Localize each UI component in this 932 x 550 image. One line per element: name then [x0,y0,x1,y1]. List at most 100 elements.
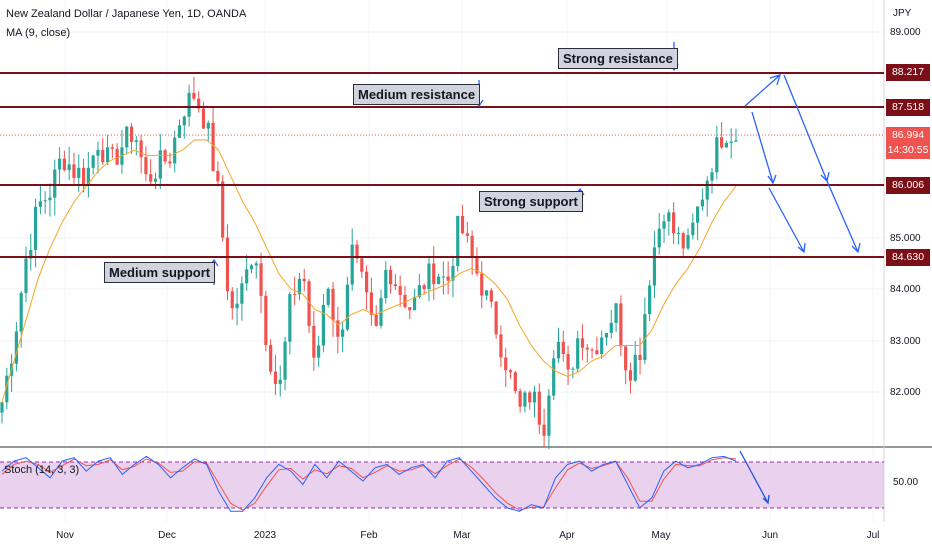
candle-body[interactable] [19,293,23,332]
candle-body[interactable] [259,263,263,296]
candle-body[interactable] [696,206,700,223]
candle-body[interactable] [484,290,489,296]
candle-body[interactable] [475,257,479,274]
candle-body[interactable] [5,375,9,403]
strong-resistance-label[interactable]: Strong resistance [558,48,678,69]
candle-body[interactable] [552,358,556,396]
candle-body[interactable] [369,292,373,315]
candle-body[interactable] [465,233,469,236]
candle-body[interactable] [542,424,546,436]
candle-body[interactable] [269,344,273,372]
candle-body[interactable] [456,215,460,267]
candle-body[interactable] [0,402,4,413]
candle-body[interactable] [278,379,282,384]
candle-body[interactable] [412,296,417,311]
candle-body[interactable] [297,278,302,295]
candle-body[interactable] [91,155,95,168]
candle-body[interactable] [57,158,62,170]
candle-body[interactable] [489,290,493,302]
candle-body[interactable] [216,170,220,182]
candle-body[interactable] [101,150,105,163]
candle-body[interactable] [427,263,431,290]
candle-body[interactable] [470,235,474,258]
candle-body[interactable] [192,92,196,99]
candle-body[interactable] [168,161,172,164]
candle-body[interactable] [436,276,441,285]
candle-body[interactable] [518,391,522,407]
stoch-legend[interactable]: Stoch (14, 3, 3) [4,464,80,476]
candle-body[interactable] [81,167,86,185]
candle-body[interactable] [528,392,532,403]
candle-body[interactable] [374,314,378,326]
candle-body[interactable] [206,122,210,129]
candle-body[interactable] [595,350,599,354]
candle-body[interactable] [547,395,551,436]
candle-body[interactable] [158,150,162,179]
candle-body[interactable] [566,354,570,370]
candle-body[interactable] [724,142,729,148]
candle-body[interactable] [317,345,321,358]
candle-body[interactable] [398,286,402,295]
candle-body[interactable] [153,178,158,182]
candle-body[interactable] [652,247,657,286]
candle-body[interactable] [384,269,388,299]
candle-body[interactable] [115,148,119,165]
candle-body[interactable] [556,341,561,359]
candle-body[interactable] [125,126,129,148]
medium-support-label[interactable]: Medium support [104,262,216,283]
candle-body[interactable] [662,221,666,229]
candle-body[interactable] [715,137,719,173]
candle-body[interactable] [403,294,407,308]
candle-body[interactable] [211,122,215,171]
candle-body[interactable] [38,201,42,207]
candle-body[interactable] [720,137,724,148]
candle-body[interactable] [72,164,76,178]
candle-body[interactable] [77,167,81,178]
candle-body[interactable] [667,212,671,222]
candle-body[interactable] [177,125,182,138]
candle-body[interactable] [86,167,90,185]
candle-body[interactable] [139,140,143,158]
candle-body[interactable] [388,269,393,285]
candle-body[interactable] [729,141,733,143]
candle-body[interactable] [480,273,484,296]
candle-body[interactable] [254,263,258,266]
candle-body[interactable] [365,271,369,293]
candle-body[interactable] [393,284,397,287]
candle-body[interactable] [24,258,28,294]
candle-body[interactable] [53,169,57,198]
candle-body[interactable] [187,92,191,117]
candle-body[interactable] [307,281,311,326]
candle-body[interactable] [523,392,527,407]
candle-body[interactable] [221,181,225,238]
candle-body[interactable] [571,368,575,370]
candle-body[interactable] [273,371,278,384]
candle-body[interactable] [245,269,249,284]
candle-body[interactable] [249,265,254,270]
candle-body[interactable] [422,285,426,290]
candle-body[interactable] [360,258,364,272]
candle-body[interactable] [508,370,513,373]
candle-body[interactable] [691,222,695,236]
candle-body[interactable] [110,147,114,149]
candle-body[interactable] [604,332,609,338]
candle-body[interactable] [576,338,580,369]
candle-body[interactable] [460,215,465,234]
candle-body[interactable] [672,212,676,234]
candle-body[interactable] [408,307,412,311]
candle-body[interactable] [355,244,359,259]
candle-body[interactable] [585,347,589,350]
candle-body[interactable] [600,337,604,354]
candle-body[interactable] [235,303,239,309]
candle-body[interactable] [350,244,354,285]
candle-body[interactable] [341,329,345,337]
candle-body[interactable] [580,338,585,348]
candle-body[interactable] [643,314,647,360]
candle-body[interactable] [201,108,206,129]
candle-body[interactable] [331,288,335,321]
candle-body[interactable] [67,164,71,171]
candle-body[interactable] [513,372,517,392]
medium-resistance-label[interactable]: Medium resistance [353,84,481,105]
candle-body[interactable] [494,301,498,335]
